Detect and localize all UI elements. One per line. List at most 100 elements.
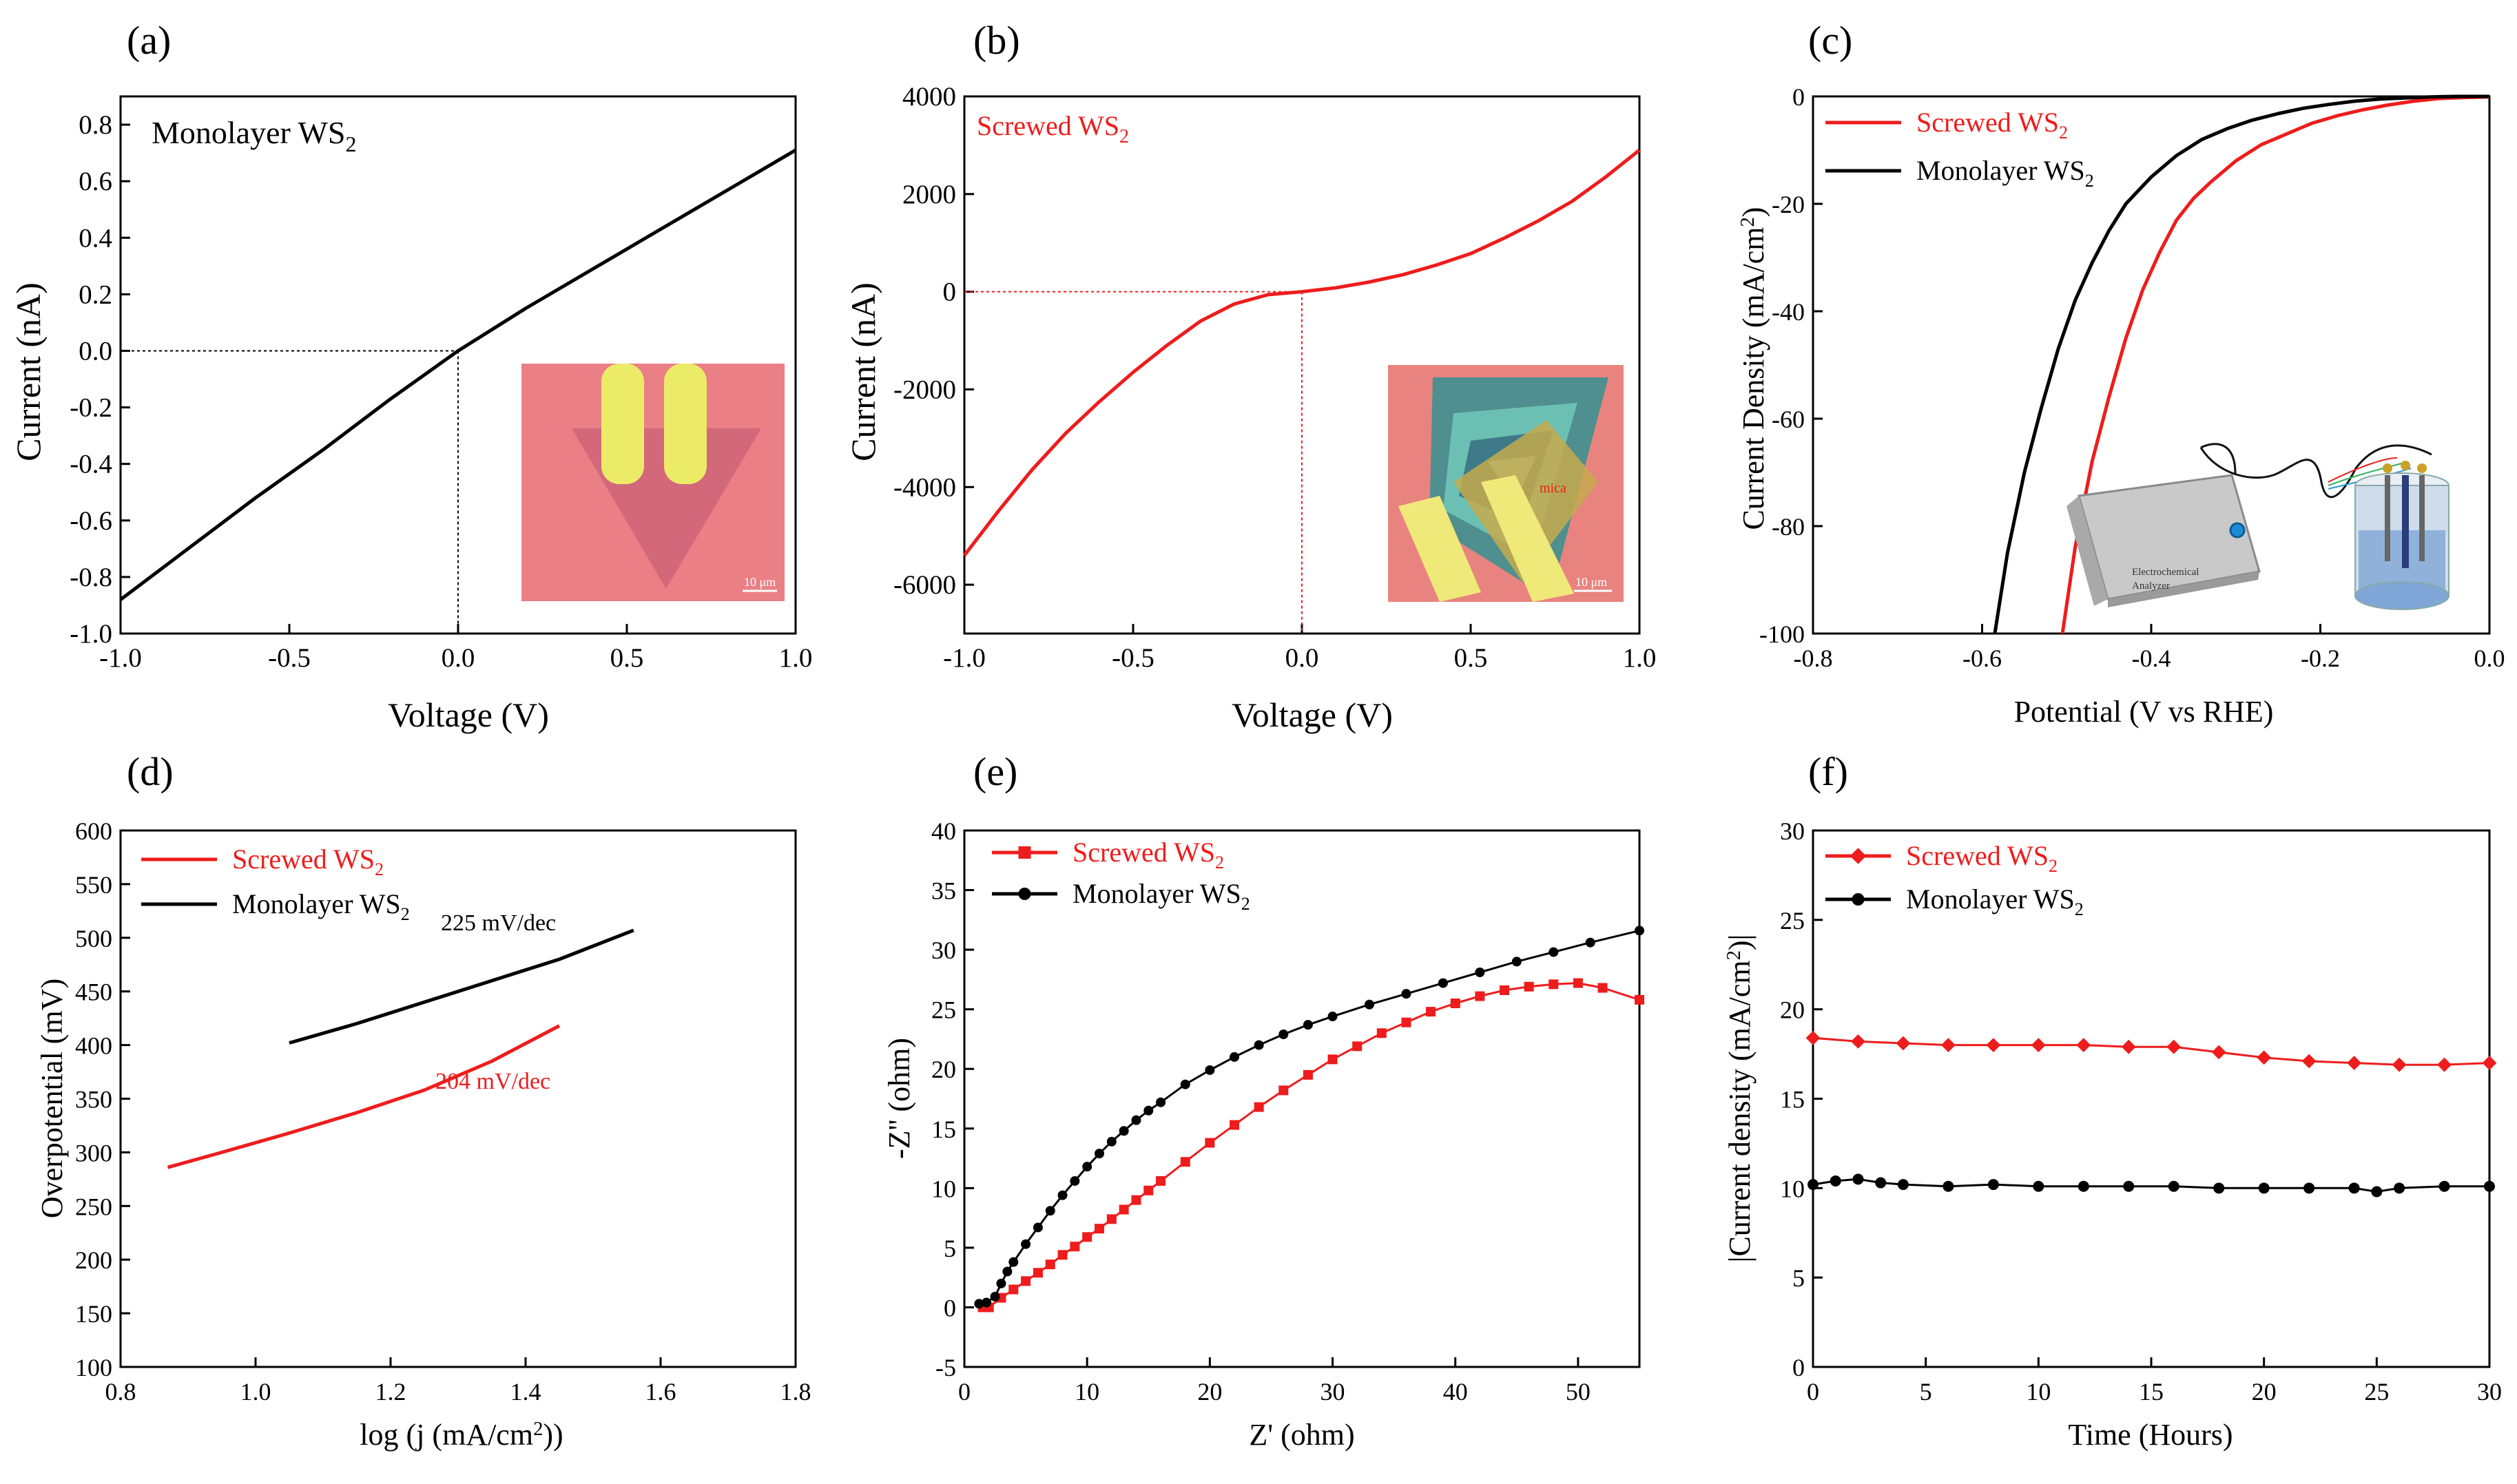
chart-e-series-0-point xyxy=(1230,1120,1239,1130)
chart-c-ytick-label: -100 xyxy=(1759,620,1805,648)
chart-d-ytick-label: 100 xyxy=(75,1354,112,1381)
chart-e-ytick-label: 10 xyxy=(931,1175,956,1202)
panel-a-scale-bar: 10 μm xyxy=(744,575,776,589)
chart-a-ylabel: Current (nA) xyxy=(9,282,48,461)
chart-b-xtick-label: -0.5 xyxy=(1112,643,1154,673)
chart-d-series-0-line xyxy=(167,1024,561,1169)
chart-d: 0.8 1.0 1.2 1.4 1.6 1.8 100 150 200 250 300 350 400 4… xyxy=(35,817,811,1452)
chart-d-legend-label-0: Screwed WS2 xyxy=(232,844,384,879)
chart-d-ytick-label: 350 xyxy=(75,1086,112,1114)
chart-e-xlabel: Z' (ohm) xyxy=(1249,1418,1354,1452)
chart-e-ytick-label: 15 xyxy=(931,1116,956,1143)
chart-c-series-1-line xyxy=(1993,94,2489,634)
panel-label-f: (f) xyxy=(1808,749,1848,794)
chart-c-ytick-label: -80 xyxy=(1772,513,1805,541)
chart-e-series-1-point xyxy=(1635,926,1644,936)
chart-e-series-1-point xyxy=(1002,1266,1013,1277)
chart-e-series-0-point xyxy=(1180,1157,1190,1167)
chart-f-series-1-point xyxy=(2303,1182,2315,1194)
chart-b-xlabel: Voltage (V) xyxy=(1232,696,1393,734)
chart-f-xtick-label: 10 xyxy=(2026,1378,2051,1405)
chart-e-series-1-point xyxy=(974,1299,984,1309)
chart-a-xlabel: Voltage (V) xyxy=(388,696,549,734)
chart-b-ytick-label: -4000 xyxy=(893,472,956,502)
chart-f-legend-marker-1 xyxy=(1852,893,1865,906)
panel-label-c: (c) xyxy=(1808,18,1852,63)
chart-d-ytick-label: 400 xyxy=(75,1032,112,1060)
panel-d-tafel-red: 204 mV/dec xyxy=(435,1069,550,1094)
chart-b-xtick-label: 1.0 xyxy=(1623,643,1657,673)
chart-e-ytick-label: 5 xyxy=(944,1235,956,1262)
chart-e-legend-marker-0 xyxy=(1018,846,1031,859)
chart-e-series-0-point xyxy=(1401,1017,1411,1027)
chart-f-series-1-point xyxy=(1943,1180,1954,1192)
chart-f-series-1-point xyxy=(2371,1186,2383,1198)
chart-e-series-1-point xyxy=(1057,1190,1068,1200)
chart-e-series-0-line xyxy=(982,982,1640,1308)
chart-c-ytick-label: -60 xyxy=(1772,406,1805,433)
chart-b-xtick-label: -1.0 xyxy=(943,643,986,673)
chart-e-series-1-point xyxy=(1095,1149,1104,1159)
chart-a-ytick-label: -0.6 xyxy=(70,506,112,536)
chart-f-series-1-point xyxy=(1875,1177,1887,1189)
chart-e-series-1-point xyxy=(1230,1052,1239,1062)
chart-d-ytick-label: 550 xyxy=(75,871,112,899)
chart-f-series-1-point xyxy=(2484,1180,2495,1192)
chart-f-series-1-point xyxy=(1808,1179,1819,1191)
chart-e-series-0-point xyxy=(1327,1054,1338,1065)
chart-e-series-1-point xyxy=(1548,947,1559,957)
chart-b-ytick-label: -2000 xyxy=(893,375,956,404)
chart-a-ytick-label: 0.0 xyxy=(79,336,112,366)
chart-f-series-1-point xyxy=(1852,1173,1864,1185)
chart-e-series-0-point xyxy=(1352,1041,1363,1052)
chart-a-xtick-label: 1.0 xyxy=(779,643,813,673)
chart-e-series-0-point xyxy=(1500,985,1509,995)
chart-d-legend-label-1: Monolayer WS2 xyxy=(232,888,410,924)
chart-e-series-0-point xyxy=(1033,1268,1043,1278)
chart-e-series-0-point xyxy=(1573,978,1583,988)
chart-e-series-0-point xyxy=(1008,1284,1019,1295)
chart-f-series-0-point xyxy=(1851,1034,1865,1049)
chart-e-ytick-label: -5 xyxy=(935,1354,956,1381)
chart-a-ytick-label: -0.4 xyxy=(70,450,112,479)
chart-f-series-0-point xyxy=(2257,1050,2272,1065)
chart-a-ytick-label: -0.2 xyxy=(70,393,112,423)
chart-f-xtick-label: 0 xyxy=(1807,1378,1819,1405)
chart-c-xtick-label: -0.6 xyxy=(1962,645,2002,672)
chart-e-xtick-label: 50 xyxy=(1566,1378,1591,1405)
chart-f-xtick-label: 15 xyxy=(2139,1378,2164,1405)
chart-e-series-0-point xyxy=(1082,1232,1092,1242)
chart-f-series-1-point xyxy=(2213,1182,2225,1194)
chart-f-series-1-point xyxy=(2348,1182,2360,1194)
chart-a-ytick-label: 0.2 xyxy=(79,280,112,309)
chart-a-xtick-label: 0.5 xyxy=(610,643,644,673)
chart-e-series-1-point xyxy=(1327,1012,1338,1022)
chart-c-ytick-label: -20 xyxy=(1772,191,1805,218)
chart-a-xtick-label: 0.0 xyxy=(442,643,475,673)
chart-e-ytick-label: 30 xyxy=(931,937,956,964)
chart-a-series-0-line xyxy=(119,148,797,601)
chart-f-xlabel: Time (Hours) xyxy=(2068,1418,2233,1452)
chart-f-legend-label-0: Screwed WS2 xyxy=(1906,840,2058,876)
chart-e-series-1-point xyxy=(990,1291,1000,1302)
chart-c-xtick-label: -0.2 xyxy=(2301,645,2340,672)
chart-e-series-0-point xyxy=(1143,1185,1154,1195)
chart-f-series-0-point xyxy=(2392,1057,2407,1072)
chart-b-ylabel: Current (nA) xyxy=(844,282,882,461)
chart-e-series-0-point xyxy=(1045,1260,1055,1270)
chart-e-ytick-label: 0 xyxy=(944,1294,956,1321)
chart-f-series-1-point xyxy=(2168,1180,2179,1192)
panel-d-tafel-black: 225 mV/dec xyxy=(441,910,556,936)
chart-c-legend-label-1: Monolayer WS2 xyxy=(1916,155,2094,191)
chart-f-series-1-point xyxy=(2438,1180,2450,1192)
chart-a-ytick-label: 0.8 xyxy=(79,110,112,140)
chart-e-series-1-point xyxy=(1131,1115,1141,1125)
chart-a-xtick-label: -1.0 xyxy=(99,643,142,673)
chart-b-series-0-line xyxy=(963,149,1641,557)
chart-e-series-1-point xyxy=(1106,1136,1117,1147)
chart-f-series-1-line xyxy=(1812,1178,2489,1193)
panel-a-title-text: Monolayer WS xyxy=(152,115,346,150)
chart-f-ytick-label: 30 xyxy=(1780,817,1805,845)
panel-label-d: (d) xyxy=(127,749,174,794)
